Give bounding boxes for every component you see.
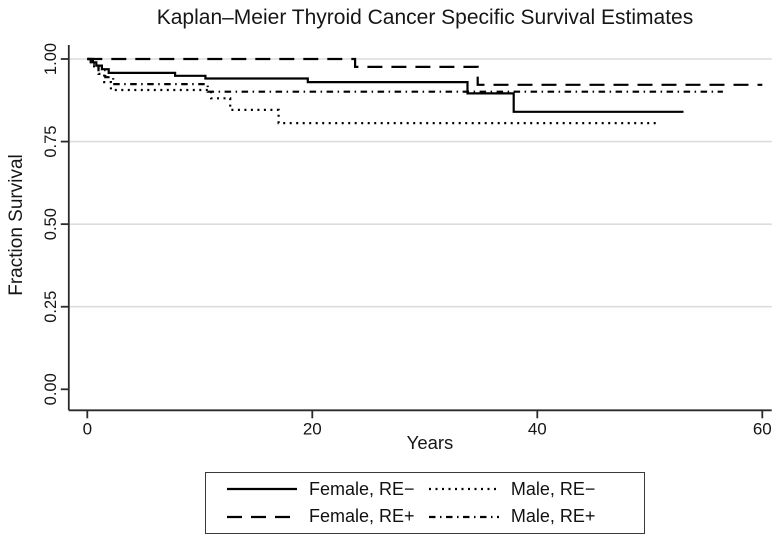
legend-entry-male-re-neg: Male, RE− — [428, 476, 638, 502]
x-tick-label: 20 — [303, 419, 322, 438]
x-axis-title: Years — [406, 432, 454, 453]
chart-title: Kaplan–Meier Thyroid Cancer Specific Sur… — [156, 6, 694, 29]
y-tick-label: 0.50 — [42, 208, 60, 240]
legend-label: Male, RE− — [510, 478, 596, 499]
legend-entry-female-re-pos: Female, RE+ — [226, 504, 428, 530]
x-tick-label: 0 — [83, 419, 92, 438]
legend-label: Male, RE+ — [510, 506, 596, 527]
legend-entry-male-re-pos: Male, RE+ — [428, 504, 638, 530]
legend-line-sample-solid — [227, 488, 297, 491]
legend-line-sample-long-dash — [227, 515, 297, 518]
legend-line-sample-dotted — [428, 488, 499, 491]
legend-label: Female, RE− — [309, 478, 415, 499]
x-tick-label: 60 — [753, 419, 772, 438]
plot-area: 0.00 0.25 0.50 0.75 1.00 0 20 40 60 — [42, 43, 772, 438]
curve-female-re-pos — [87, 57, 763, 86]
legend-line-sample-dash-dot — [428, 515, 499, 518]
y-tick-label: 0.75 — [42, 126, 60, 158]
legend: Female, RE− Male, RE− Female, RE+ Male, RE+ — [205, 472, 645, 534]
x-tick-label: 40 — [528, 419, 547, 438]
legend-label: Female, RE+ — [309, 506, 415, 527]
y-tick-label: 0.25 — [42, 291, 60, 323]
y-tick-label: 0.00 — [42, 373, 60, 405]
y-tick-label: 1.00 — [42, 43, 60, 75]
legend-entry-female-re-neg: Female, RE− — [226, 476, 428, 502]
